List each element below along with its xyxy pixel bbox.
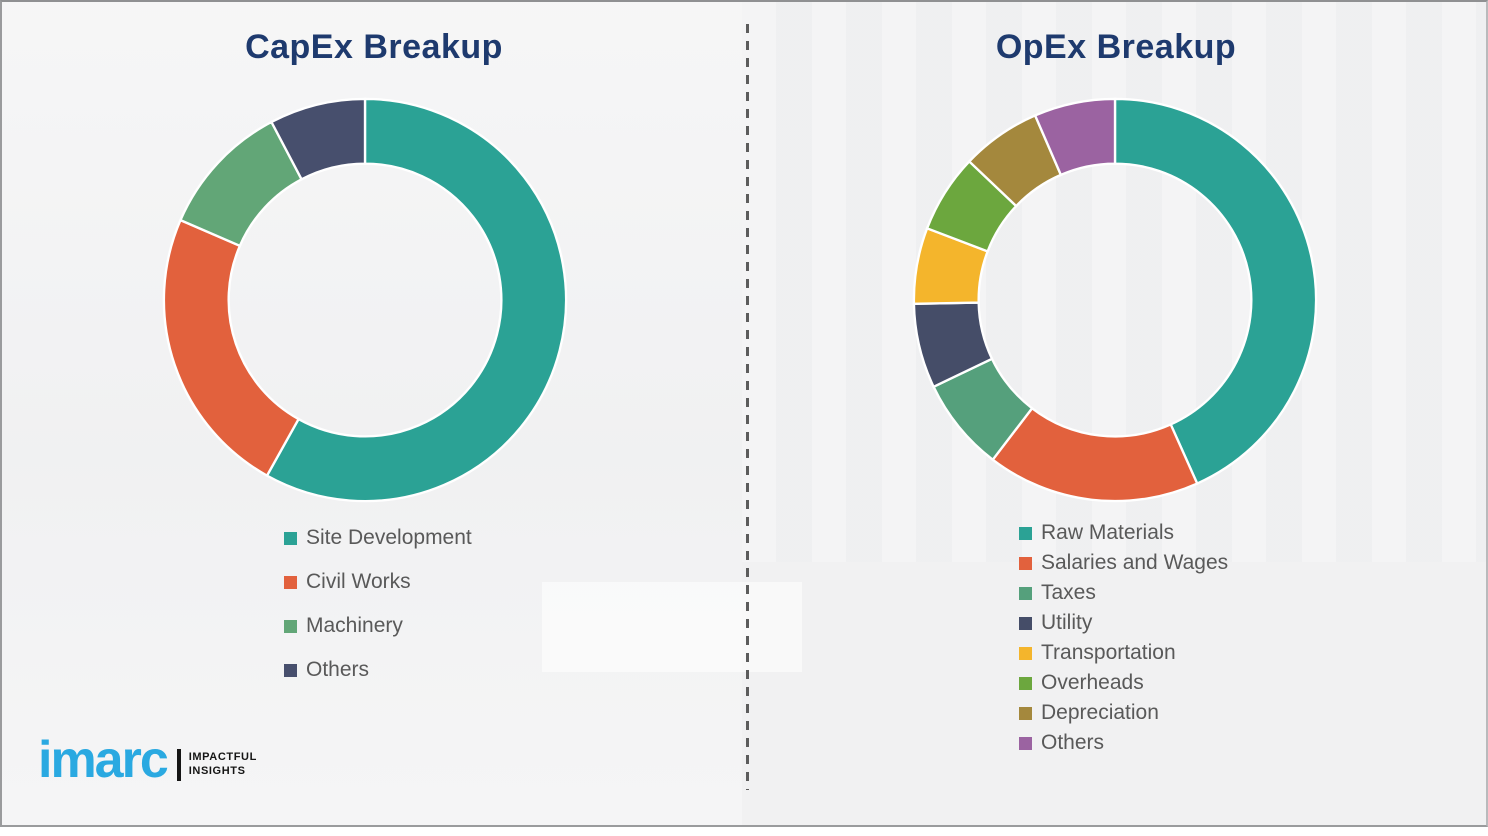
legend-swatch-utility — [1019, 616, 1032, 630]
legend-label: Salaries and Wages — [1041, 551, 1229, 574]
legend-item-utility: Utility — [1019, 608, 1228, 638]
legend-label: Taxes — [1041, 581, 1096, 604]
legend-item-salaries-and-wages: Salaries and Wages — [1019, 548, 1228, 578]
donut-segment-others — [1033, 97, 1117, 177]
opex-legend: Raw Materials Salaries and Wages Taxes Util… — [1019, 518, 1228, 758]
legend-swatch-raw-materials — [1019, 526, 1032, 540]
imarc-logo: imarc IMPACTFUL INSIGHTS — [38, 734, 257, 786]
capex-title: CapEx Breakup — [245, 28, 503, 66]
donut-segment-site-development — [265, 97, 568, 503]
legend-swatch-overheads — [1019, 676, 1032, 690]
donut-segment-salaries-and-wages — [991, 406, 1199, 503]
legend-swatch-civil-works — [284, 575, 297, 589]
legend-item-civil-works: Civil Works — [284, 560, 472, 604]
imarc-logo-tagline: IMPACTFUL INSIGHTS — [189, 751, 257, 779]
legend-item-others: Others — [1019, 728, 1228, 758]
legend-label: Raw Materials — [1041, 521, 1175, 544]
imarc-tagline-line1: IMPACTFUL — [188, 751, 257, 764]
legend-item-site-development: Site Development — [284, 516, 472, 560]
legend-swatch-taxes — [1019, 586, 1032, 600]
donut-segment-others — [269, 97, 367, 181]
legend-item-taxes: Taxes — [1019, 578, 1228, 608]
imarc-logo-wordmark: imarc — [38, 731, 169, 789]
legend-item-raw-materials: Raw Materials — [1019, 518, 1228, 548]
legend-item-others: Others — [284, 648, 472, 692]
capex-legend: Site Development Civil Works Machinery Othe… — [284, 516, 472, 692]
legend-item-overheads: Overheads — [1019, 668, 1228, 698]
legend-swatch-others — [284, 663, 297, 677]
legend-swatch-site-development — [284, 531, 297, 545]
legend-item-machinery: Machinery — [284, 604, 472, 648]
panel-divider-dashed-line — [746, 24, 749, 790]
legend-swatch-transportation — [1019, 646, 1032, 660]
legend-item-transportation: Transportation — [1019, 638, 1228, 668]
imarc-logo-divider-bar — [176, 749, 181, 781]
donut-segment-civil-works — [162, 218, 301, 478]
legend-label: Depreciation — [1041, 701, 1159, 724]
legend-label: Machinery — [306, 614, 403, 637]
legend-label: Utility — [1041, 611, 1093, 634]
donut-segment-raw-materials — [1113, 97, 1318, 486]
legend-label: Others — [1041, 731, 1105, 754]
legend-item-depreciation: Depreciation — [1019, 698, 1228, 728]
legend-label: Civil Works — [306, 570, 411, 593]
imarc-tagline-line2: INSIGHTS — [188, 765, 246, 777]
capex-donut-chart — [162, 97, 568, 503]
legend-swatch-others — [1019, 736, 1032, 750]
legend-label: Others — [306, 658, 370, 681]
opex-panel: OpEx Breakup Raw Materials Salaries and W… — [746, 2, 1486, 825]
legend-swatch-depreciation — [1019, 706, 1032, 720]
opex-donut-chart — [912, 97, 1318, 503]
opex-title: OpEx Breakup — [995, 28, 1237, 66]
legend-label: Site Development — [306, 526, 472, 549]
legend-label: Overheads — [1041, 671, 1144, 694]
legend-swatch-salaries-and-wages — [1019, 556, 1032, 570]
legend-swatch-machinery — [284, 619, 297, 633]
capex-panel: CapEx Breakup Site Development Civil Work… — [2, 2, 746, 825]
legend-label: Transportation — [1041, 641, 1176, 664]
